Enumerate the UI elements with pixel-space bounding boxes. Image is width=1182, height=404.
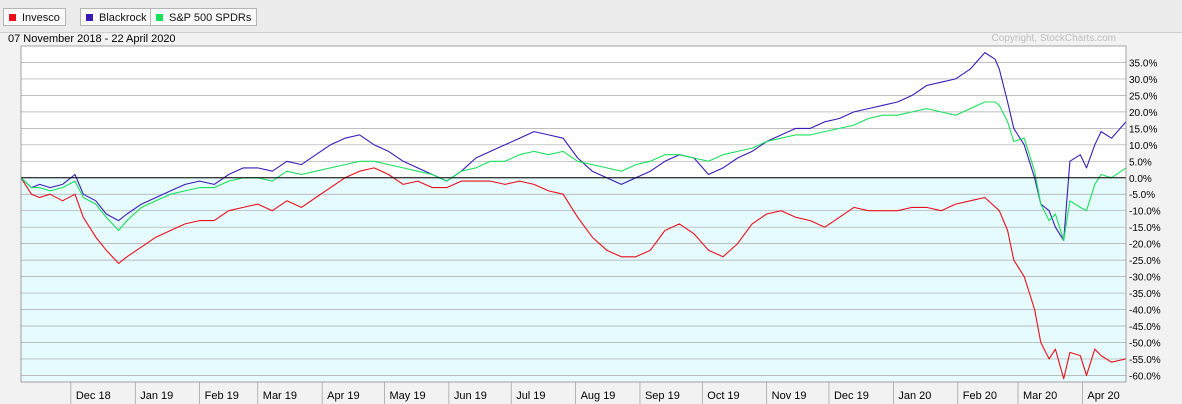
y-tick-label: -35.0% [1129, 289, 1161, 300]
x-tick-label: Feb 19 [205, 390, 239, 402]
y-tick-label: 25.0% [1129, 91, 1157, 102]
y-tick-label: -25.0% [1129, 256, 1161, 267]
y-tick-label: -50.0% [1129, 338, 1161, 349]
y-tick-label: -55.0% [1129, 355, 1161, 366]
legend-swatch-invesco [9, 14, 16, 21]
x-tick-label: Nov 19 [772, 390, 807, 402]
x-tick-label: Jan 20 [898, 390, 931, 402]
x-tick-label: Sep 19 [645, 390, 680, 402]
y-tick-label: 20.0% [1129, 108, 1157, 119]
legend-label: Blackrock [99, 12, 147, 24]
plot-area-lower [21, 177, 1126, 382]
x-tick-label: Mar 19 [263, 390, 297, 402]
legend-item-spdrs[interactable]: S&P 500 SPDRs [150, 8, 258, 26]
x-tick-label: Jan 19 [140, 390, 173, 402]
y-tick-label: 35.0% [1129, 58, 1157, 69]
y-tick-label: 0.0% [1129, 174, 1152, 185]
legend-swatch-spdrs [156, 14, 163, 21]
y-tick-label: -5.0% [1129, 190, 1155, 201]
y-tick-label: -15.0% [1129, 223, 1161, 234]
y-tick-label: -30.0% [1129, 273, 1161, 284]
y-tick-label: 10.0% [1129, 141, 1157, 152]
copyright-text: Copyright, StockCharts.com [991, 33, 1117, 44]
x-tick-label: Jul 19 [516, 390, 545, 402]
x-tick-label: May 19 [389, 390, 425, 402]
x-tick-label: Feb 20 [963, 390, 997, 402]
y-tick-label: -10.0% [1129, 207, 1161, 218]
series-line [20, 101, 1127, 241]
legend-swatch-blackrock [86, 14, 93, 21]
y-tick-label: 15.0% [1129, 124, 1157, 135]
x-tick-label: Dec 18 [76, 390, 111, 402]
y-tick-label: 5.0% [1129, 157, 1152, 168]
x-tick-label: Oct 19 [707, 390, 739, 402]
x-tick-label: Aug 19 [581, 390, 616, 402]
y-tick-label: -20.0% [1129, 240, 1161, 251]
x-tick-label: Mar 20 [1023, 390, 1057, 402]
x-axis-band [21, 382, 1126, 404]
x-tick-label: Apr 20 [1087, 390, 1119, 402]
plot-border [20, 45, 1127, 383]
x-tick-label: Apr 19 [327, 390, 359, 402]
date-range-label: 07 November 2018 - 22 April 2020 [8, 33, 176, 45]
y-tick-label: 30.0% [1129, 75, 1157, 86]
legend-label: S&P 500 SPDRs [169, 12, 252, 24]
y-tick-label: -40.0% [1129, 306, 1161, 317]
series-line [20, 167, 1127, 380]
legend-label: Invesco [22, 12, 60, 24]
legend-bar: Invesco Blackrock S&P 500 SPDRs [0, 0, 1182, 33]
y-tick-label: -45.0% [1129, 322, 1161, 333]
y-tick-label: -60.0% [1129, 371, 1161, 382]
legend-item-blackrock[interactable]: Blackrock [80, 8, 153, 26]
x-tick-label: Jun 19 [454, 390, 487, 402]
legend-item-invesco[interactable]: Invesco [3, 8, 66, 26]
x-tick-label: Dec 19 [834, 390, 869, 402]
